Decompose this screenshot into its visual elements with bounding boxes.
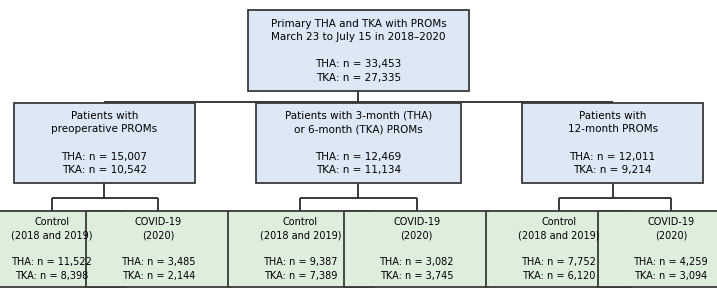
FancyBboxPatch shape: [14, 103, 195, 183]
FancyBboxPatch shape: [249, 11, 468, 91]
FancyBboxPatch shape: [486, 211, 632, 287]
Text: Control
(2018 and 2019)

THA: n = 9,387
TKA: n = 7,389: Control (2018 and 2019) THA: n = 9,387 T…: [260, 217, 341, 281]
FancyBboxPatch shape: [85, 211, 231, 287]
Text: Primary THA and TKA with PROMs
March 23 to July 15 in 2018–2020

THA: n = 33,453: Primary THA and TKA with PROMs March 23 …: [270, 19, 447, 83]
Text: Control
(2018 and 2019)

THA: n = 11,522
TKA: n = 8,398: Control (2018 and 2019) THA: n = 11,522 …: [11, 217, 92, 281]
Text: COVID-19
(2020)

THA: n = 3,485
TKA: n = 2,144: COVID-19 (2020) THA: n = 3,485 TKA: n = …: [121, 217, 196, 281]
FancyBboxPatch shape: [0, 211, 125, 287]
Text: Patients with 3-month (THA)
or 6-month (TKA) PROMs

THA: n = 12,469
TKA: n = 11,: Patients with 3-month (THA) or 6-month (…: [285, 111, 432, 175]
Text: Patients with
12-month PROMs

THA: n = 12,011
TKA: n = 9,214: Patients with 12-month PROMs THA: n = 12…: [568, 111, 657, 175]
FancyBboxPatch shape: [522, 103, 703, 183]
Text: COVID-19
(2020)

THA: n = 4,259
TKA: n = 3,094: COVID-19 (2020) THA: n = 4,259 TKA: n = …: [634, 217, 708, 281]
FancyBboxPatch shape: [255, 103, 462, 183]
Text: Control
(2018 and 2019)

THA: n = 7,752
TKA: n = 6,120: Control (2018 and 2019) THA: n = 7,752 T…: [518, 217, 599, 281]
Text: COVID-19
(2020)

THA: n = 3,082
TKA: n = 3,745: COVID-19 (2020) THA: n = 3,082 TKA: n = …: [379, 217, 454, 281]
FancyBboxPatch shape: [227, 211, 373, 287]
Text: Patients with
preoperative PROMs

THA: n = 15,007
TKA: n = 10,542: Patients with preoperative PROMs THA: n …: [52, 111, 158, 175]
FancyBboxPatch shape: [344, 211, 490, 287]
FancyBboxPatch shape: [598, 211, 717, 287]
